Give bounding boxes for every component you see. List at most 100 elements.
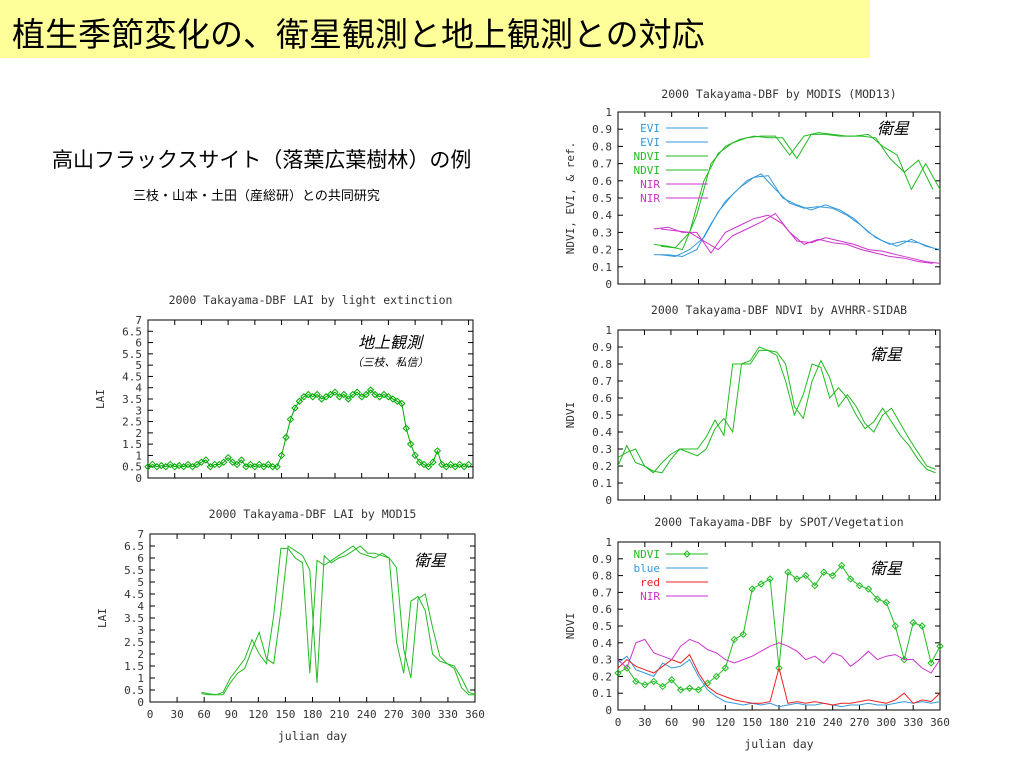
data-point — [451, 463, 459, 471]
y-tick-label: 0.4 — [592, 209, 612, 222]
data-point — [820, 568, 828, 576]
x-tick-label: 120 — [248, 708, 268, 721]
data-point — [148, 460, 157, 469]
chart-title: 2000 Takayama-DBF LAI by MOD15 — [209, 507, 417, 521]
chart-spot: 2000 Takayama-DBF by SPOT/Vegetation 0 0.1… — [548, 512, 950, 757]
y-tick-label: 0.7 — [592, 586, 612, 599]
data-point — [246, 460, 255, 469]
data-point — [309, 393, 317, 401]
x-tick-label: 30 — [638, 716, 651, 729]
y-tick-label: 0.3 — [592, 226, 612, 239]
data-point — [694, 686, 703, 694]
x-tick-label: 300 — [411, 708, 431, 721]
y-tick-label: 3 — [135, 404, 142, 417]
data-point — [855, 581, 864, 590]
x-axis-label: julian day — [744, 737, 813, 751]
x-tick-label: 120 — [715, 716, 735, 729]
data-point — [447, 460, 455, 469]
data-point — [927, 659, 935, 667]
annotation-label: 衛星 — [870, 559, 903, 578]
series-line-series-0 — [147, 389, 469, 468]
data-point — [873, 595, 882, 603]
data-point — [632, 677, 640, 686]
legend-label: EVI — [640, 122, 660, 135]
y-tick-label: 5 — [135, 359, 142, 372]
data-point — [389, 395, 397, 403]
data-point — [811, 581, 819, 590]
chart-lai-light-extinction: 2000 Takayama-DBF LAI by light extinctio… — [60, 290, 490, 505]
y-tick-label: 1 — [135, 449, 142, 462]
annotation-sub-label: （三枝、私信） — [352, 356, 429, 369]
x-tick-label: 210 — [330, 708, 350, 721]
data-point — [317, 395, 326, 403]
data-point — [291, 404, 299, 412]
y-axis-label: LAI — [96, 608, 109, 628]
x-tick-label: 0 — [147, 708, 154, 721]
data-point — [157, 461, 166, 470]
x-tick-label: 240 — [823, 716, 843, 729]
data-point — [179, 463, 188, 471]
y-axis-label: NDVI — [564, 613, 577, 640]
data-point — [242, 463, 250, 471]
y-tick-label: 0.5 — [122, 461, 142, 474]
data-point — [676, 686, 685, 694]
data-point — [349, 390, 357, 399]
data-point — [918, 622, 926, 630]
annotation-label: 地上観測 — [358, 333, 425, 352]
data-point — [936, 642, 944, 650]
data-point — [846, 575, 855, 583]
legend-label: NDVI — [634, 164, 661, 177]
data-point — [757, 580, 765, 588]
y-tick-label: 0 — [605, 278, 612, 291]
data-point — [429, 458, 437, 466]
y-tick-label: 0.9 — [592, 553, 612, 566]
y-tick-label: 5.5 — [124, 564, 144, 577]
series-line-blue-1 — [617, 655, 941, 708]
data-point — [882, 598, 891, 607]
x-tick-label: 30 — [170, 708, 183, 721]
data-point — [415, 458, 424, 466]
data-point — [300, 393, 308, 401]
data-point — [335, 393, 344, 401]
series-line-series-1 — [201, 545, 476, 696]
data-point — [202, 456, 210, 464]
y-tick-label: 2 — [137, 648, 144, 661]
y-tick-label: 1.5 — [124, 660, 144, 673]
y-tick-label: 0 — [135, 472, 142, 485]
data-point — [402, 424, 410, 433]
data-point — [251, 463, 259, 471]
data-point — [188, 463, 197, 471]
y-tick-label: 7 — [135, 314, 142, 327]
data-point — [277, 451, 286, 460]
data-point — [219, 458, 228, 466]
x-tick-label: 270 — [384, 708, 404, 721]
data-point — [215, 460, 223, 469]
data-point — [393, 397, 402, 405]
y-tick-label: 2.5 — [124, 636, 144, 649]
data-point — [366, 386, 375, 394]
y-tick-label: 1 — [137, 672, 144, 685]
y-tick-label: 0.1 — [592, 261, 612, 274]
data-point — [455, 460, 464, 469]
data-point — [828, 571, 837, 580]
series-line-red-2 — [617, 653, 941, 706]
x-tick-label: 330 — [438, 708, 458, 721]
y-tick-label: 0 — [137, 696, 144, 709]
chart-title: 2000 Takayama-DBF LAI by light extinctio… — [169, 293, 453, 307]
data-point — [206, 463, 215, 471]
data-point — [175, 461, 183, 470]
data-point — [685, 684, 694, 692]
data-point — [460, 463, 468, 471]
y-tick-label: 4.5 — [122, 370, 142, 383]
series-line-evi-1 — [660, 173, 933, 258]
y-tick-label: 0.4 — [592, 637, 612, 650]
data-point — [295, 397, 304, 405]
data-point — [739, 630, 747, 639]
data-point — [353, 388, 361, 396]
series-line-series-1 — [617, 346, 936, 474]
legend-label: NDVI — [634, 548, 661, 561]
data-point — [614, 669, 622, 677]
data-point — [282, 433, 290, 442]
data-point — [197, 458, 206, 466]
y-tick-label: 1 — [605, 106, 612, 119]
